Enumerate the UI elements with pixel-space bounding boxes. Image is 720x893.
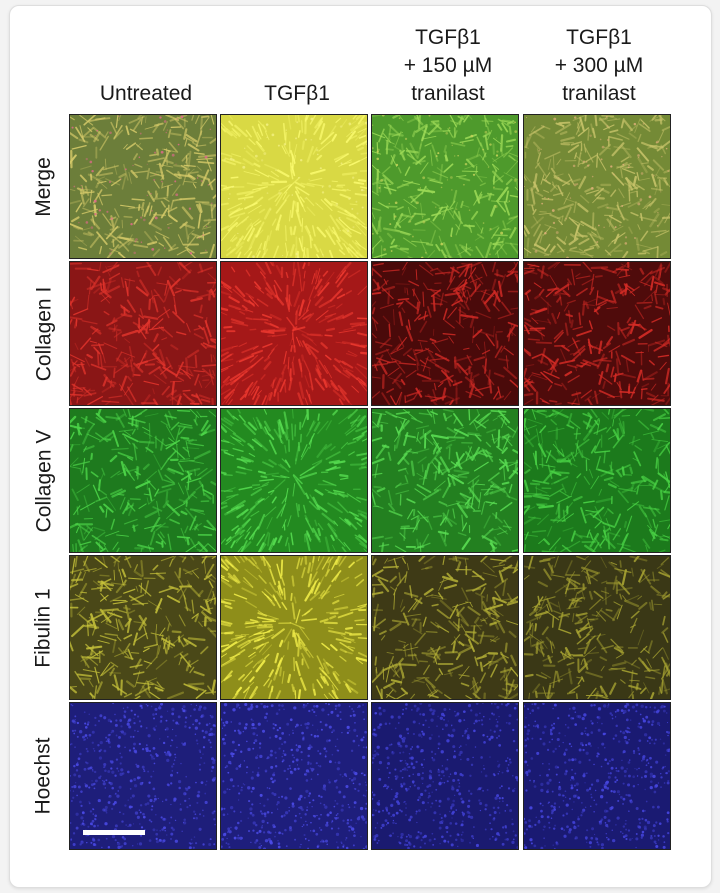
micrograph-merge-tgfb1-150um xyxy=(371,114,519,259)
micrograph-fibulin-1-tgfb1-150um xyxy=(371,555,519,700)
row-label-hoechst: Hoechst xyxy=(32,737,56,815)
micrograph-hoechst-tgfb1-150um xyxy=(371,702,519,850)
row-label-collagen-i: Collagen I xyxy=(32,286,55,381)
scale-bar xyxy=(83,830,145,835)
column-label-tgfb1-150um-tranilast: TGFβ1 + 150 µM tranilast xyxy=(403,26,493,105)
micrograph-collagen-v-tgfb1 xyxy=(220,408,368,553)
micrograph-fibulin-1-tgfb1-300um xyxy=(523,555,671,700)
micrograph-collagen-v-tgfb1-300um xyxy=(523,408,671,553)
micrograph-collagen-i-tgfb1-300um xyxy=(523,261,671,406)
micrograph-collagen-v-tgfb1-150um xyxy=(371,408,519,553)
micrograph-fibulin-1-untreated xyxy=(69,555,217,700)
micrograph-collagen-i-untreated xyxy=(69,261,217,406)
column-label-untreated: Untreated xyxy=(99,82,193,105)
micrograph-collagen-v-untreated xyxy=(69,408,217,553)
column-label-tgfb1: TGFβ1 xyxy=(264,82,330,105)
micrograph-collagen-i-tgfb1-150um xyxy=(371,261,519,406)
micrograph-hoechst-untreated xyxy=(69,702,217,850)
micrograph-collagen-i-tgfb1 xyxy=(220,261,368,406)
micrograph-merge-tgfb1-300um xyxy=(523,114,671,259)
row-label-collagen-v: Collagen V xyxy=(32,429,56,532)
row-label-fibulin-1: Fibulin 1 xyxy=(32,587,56,668)
micrograph-fibulin-1-tgfb1 xyxy=(220,555,368,700)
micrograph-merge-untreated xyxy=(69,114,217,259)
micrograph-merge-tgfb1 xyxy=(220,114,368,259)
column-label-tgfb1-300um-tranilast: TGFβ1 + 300 µM tranilast xyxy=(554,26,644,105)
row-label-merge: Merge xyxy=(32,156,55,217)
micrograph-hoechst-tgfb1 xyxy=(220,702,368,850)
micrograph-hoechst-tgfb1-300um xyxy=(523,702,671,850)
